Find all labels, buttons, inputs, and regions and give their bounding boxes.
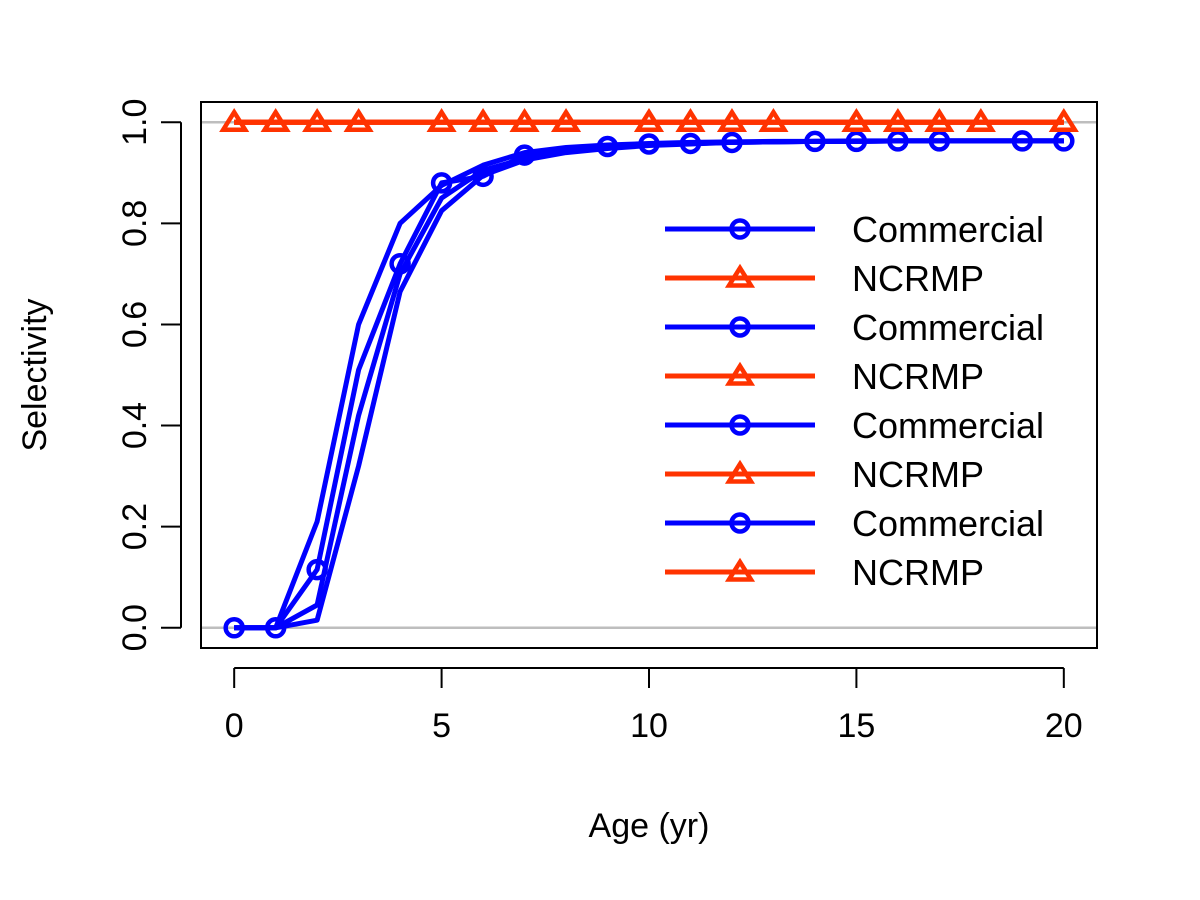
legend-circle-marker [729, 512, 751, 534]
series-lines [234, 119, 1064, 631]
commercial-point [845, 130, 868, 153]
legend-circle-marker [729, 218, 751, 240]
ncrmp-point [426, 107, 457, 132]
commercial-point [887, 130, 909, 152]
commercial-point [1053, 130, 1075, 152]
commercial-point [223, 617, 245, 639]
commercial-point [430, 172, 453, 194]
legend-label: NCRMP [852, 258, 984, 299]
legend-label: NCRMP [852, 552, 984, 593]
ncrmp-point [841, 107, 872, 132]
x-tick-label: 10 [630, 707, 668, 745]
legend-triangle-marker [724, 459, 756, 484]
y-axis-label: Selectivity [16, 298, 54, 451]
commercial-point [389, 253, 411, 275]
legend-circle-marker [729, 316, 751, 338]
commercial-point [721, 131, 743, 154]
legend-label: NCRMP [852, 454, 984, 495]
y-tick-label: 0.6 [116, 301, 154, 348]
commercial-point [928, 130, 951, 152]
ncrmp-point [1048, 107, 1079, 132]
ncrmp-point [550, 107, 582, 132]
x-tick-label: 5 [432, 707, 451, 745]
ncrmp-point [219, 107, 250, 132]
y-tick-label: 1.0 [116, 99, 154, 146]
y-tick-label: 0.0 [116, 604, 154, 651]
x-axis-label: Age (yr) [589, 807, 710, 845]
commercial-series-line [234, 138, 1064, 631]
legend-label: Commercial [852, 307, 1044, 348]
ncrmp-point [675, 107, 706, 132]
ncrmp-point [260, 107, 291, 132]
x-tick-label: 20 [1045, 707, 1083, 745]
ncrmp-point [758, 107, 789, 132]
ncrmp-point [509, 107, 540, 132]
commercial-point [472, 165, 494, 188]
ncrmp-point [716, 107, 748, 132]
legend: Commercial NCRMP Commercial NCRMP Commercial… [665, 209, 1044, 593]
y-axis: 0.0 0.2 0.4 0.6 0.8 1.0 [116, 99, 182, 651]
y-tick-label: 0.4 [116, 402, 154, 449]
commercial-point [264, 617, 287, 639]
legend-label: Commercial [852, 209, 1044, 250]
commercial-point [679, 132, 702, 155]
x-tick-label: 15 [837, 707, 875, 745]
ncrmp-point [965, 107, 996, 132]
y-tick-label: 0.2 [116, 503, 154, 550]
legend-triangle-marker [724, 557, 756, 582]
commercial-point [638, 133, 660, 155]
x-tick-label: 0 [225, 707, 244, 745]
ncrmp-point [924, 107, 955, 132]
ncrmp-point [343, 107, 374, 132]
commercial-point [513, 144, 536, 166]
plot-frame [200, 101, 1098, 649]
legend-label: Commercial [852, 405, 1044, 446]
legend-triangle-marker [724, 263, 756, 288]
ncrmp-point [302, 107, 333, 132]
commercial-point [596, 135, 619, 158]
ncrmp-point [633, 107, 665, 132]
y-tick-label: 0.8 [116, 200, 154, 247]
legend-label: NCRMP [852, 356, 984, 397]
commercial-point [306, 558, 328, 581]
commercial-point [804, 130, 826, 153]
x-axis: 0 5 10 15 20 [225, 667, 1083, 745]
legend-label: Commercial [852, 503, 1044, 544]
legend-circle-marker [729, 414, 751, 436]
legend-triangle-marker [724, 361, 756, 386]
commercial-point [1011, 130, 1034, 152]
ncrmp-point [882, 107, 913, 132]
series-markers [219, 107, 1079, 639]
ncrmp-point [468, 107, 499, 132]
